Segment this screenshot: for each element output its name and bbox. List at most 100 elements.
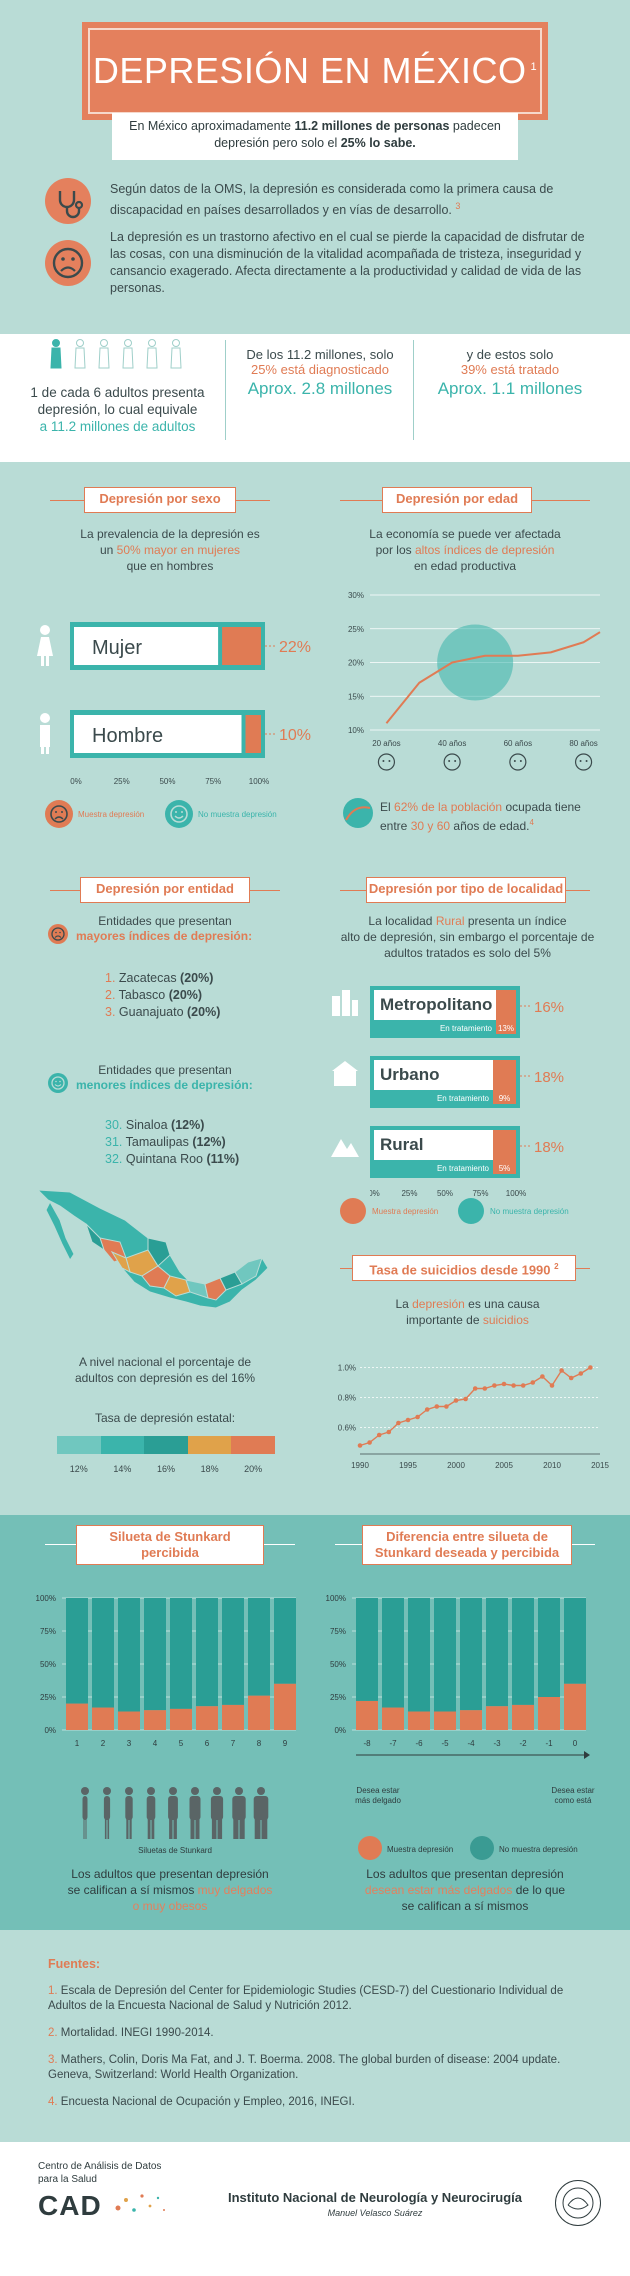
source-text: Mortalidad. INEGI 1990-2014. xyxy=(60,2027,214,2039)
suicide-title: Tasa de suicidios desde 1990 2 xyxy=(369,1262,559,1278)
data-point xyxy=(386,1429,392,1435)
data-point xyxy=(588,1365,593,1370)
x-tick-label: 100% xyxy=(249,777,269,786)
title-banner xyxy=(82,22,548,120)
state-name: Guanajuato xyxy=(118,1005,188,1019)
state-pct: (20%) xyxy=(180,971,214,985)
sexo-chart: Mujer 22% Hombre 10% 0% 25% 50% 75% 100% xyxy=(37,622,311,786)
scale-step xyxy=(231,1436,275,1454)
sexo-title: Depresión por sexo xyxy=(99,491,221,506)
y-tick-label: 75% xyxy=(40,1627,56,1636)
source-text: Escala de Depresión del Center for Epide… xyxy=(48,1985,564,2012)
data-point xyxy=(540,1374,545,1379)
data-point xyxy=(511,1383,516,1388)
localidad-title: Depresión por tipo de localidad xyxy=(368,881,564,896)
x-tick-label: 2000 xyxy=(447,1461,465,1470)
stunkard-a-title: Silueta de Stunkard percibida xyxy=(109,1529,231,1560)
arrow-head xyxy=(584,1751,590,1759)
buildings-icon xyxy=(330,988,360,1018)
bar-depression xyxy=(496,990,516,1034)
state-item: 32. Quintana Roo (11%) xyxy=(105,1151,239,1168)
y-tick-label: 50% xyxy=(330,1660,346,1669)
state-item: 1. Zacatecas (20%) xyxy=(105,970,220,987)
bar-label: Mujer xyxy=(92,637,142,659)
scale-step xyxy=(100,1436,145,1454)
bar-label: Urbano xyxy=(380,1065,440,1084)
x-tick-label: -8 xyxy=(363,1739,371,1748)
state-rank: 3. xyxy=(105,1005,119,1019)
x-tick-label: 4 xyxy=(153,1739,158,1748)
edad-chart: 30% 25% 20% 15% 10% 20 años 40 años 60 años 80 a… xyxy=(348,591,601,771)
bar-no-depression xyxy=(74,715,242,753)
x-tick-label: -7 xyxy=(389,1739,397,1748)
bar-no-depression xyxy=(274,1598,296,1684)
stat-divider xyxy=(225,340,226,440)
bar-depression xyxy=(144,1710,166,1730)
happy-face-icon xyxy=(48,1073,68,1093)
data-point xyxy=(578,1371,584,1376)
person-icon xyxy=(76,339,84,347)
bar-no-depression xyxy=(248,1598,270,1696)
adults-line-1: 1 de cada 6 adultos presenta xyxy=(30,385,205,400)
national-text: A nivel nacional el porcentaje de adulto… xyxy=(74,1355,256,1385)
stunkard-a-caption: Los adultos que presentan depresión se c… xyxy=(67,1867,273,1913)
adults-stat: 1 de cada 6 adultos presenta depresión, … xyxy=(20,384,215,435)
bar-depression xyxy=(274,1683,296,1730)
sad-face-icon xyxy=(45,240,91,286)
stunkard-b-chart: 100% 75% 50% 25% 0% -8 -7 -6 -5 -4 -3 -2 -1 0 xyxy=(326,1594,590,1759)
bar-no-depression xyxy=(382,1598,404,1708)
state-item: 30. Sinaloa (12%) xyxy=(105,1117,239,1134)
x-tick-label: 1990 xyxy=(351,1461,369,1470)
bar-depression xyxy=(493,1060,516,1104)
diag-line-1: De los 11.2 millones, solo xyxy=(246,347,394,362)
x-tick-label: 75% xyxy=(205,777,221,786)
bar-no-depression xyxy=(74,627,219,665)
scale-tick: 18% xyxy=(200,1464,219,1474)
intro-text: En México aproximadamente 11.2 millones … xyxy=(129,119,501,150)
data-point xyxy=(376,1432,382,1438)
color-scale xyxy=(57,1436,275,1454)
x-tick-label: 80 años xyxy=(569,739,597,748)
silhouette-icon xyxy=(189,1787,201,1839)
bar-depression xyxy=(92,1707,114,1730)
y-tick-label: 0.6% xyxy=(338,1424,356,1433)
data-point xyxy=(453,1398,459,1403)
adults-line-2: depresión, lo cual equivale xyxy=(37,402,198,417)
legend-depression: Muestra depresión xyxy=(387,1845,454,1854)
edad-desc: La economía se puede ver afectada por lo… xyxy=(369,527,561,573)
scale-step xyxy=(57,1436,101,1454)
source-text: Encuesta Nacional de Ocupación y Empleo,… xyxy=(60,2096,355,2108)
definition-text: La depresión es un trastorno afectivo en… xyxy=(110,230,585,295)
data-point xyxy=(357,1443,363,1448)
silhouette-icon xyxy=(103,1787,111,1839)
x-tick-label: 9 xyxy=(283,1739,288,1748)
bar-no-depression xyxy=(512,1598,534,1705)
entidad-title-box xyxy=(80,877,250,903)
y-tick-label: 0% xyxy=(334,1726,346,1735)
stat-divider xyxy=(413,340,414,440)
x-tick-label: 7 xyxy=(231,1739,236,1748)
silhouette-icon xyxy=(125,1787,133,1839)
treated-stat: y de estos solo 39% está tratado Aprox. … xyxy=(420,347,600,399)
stethoscope-icon xyxy=(45,178,91,224)
bar-depression xyxy=(118,1711,140,1730)
x-tick-label: -4 xyxy=(467,1739,475,1748)
person-body xyxy=(74,347,86,369)
bar-no-depression xyxy=(374,1060,493,1090)
cad-dots-logo xyxy=(112,2188,172,2220)
low-highlight: menores índices de depresión: xyxy=(76,1078,253,1092)
bar-depression xyxy=(538,1697,560,1730)
treated-label: En tratamiento xyxy=(440,1024,493,1033)
x-tick-label: 2 xyxy=(101,1739,106,1748)
mountain-icon xyxy=(330,1130,360,1160)
bar-no-depression xyxy=(196,1598,218,1707)
bar-no-depression xyxy=(564,1598,586,1684)
treat-line-1: y de estos solo xyxy=(466,347,554,362)
x-tick-label: 50% xyxy=(159,777,175,786)
data-point xyxy=(559,1368,564,1373)
bar-depression xyxy=(382,1707,404,1730)
x-tick-label: 50% xyxy=(437,1189,453,1198)
desired-same-label: Desea estar como está xyxy=(551,1786,595,1805)
sad-face-icon xyxy=(48,924,68,944)
data-point xyxy=(396,1420,401,1426)
